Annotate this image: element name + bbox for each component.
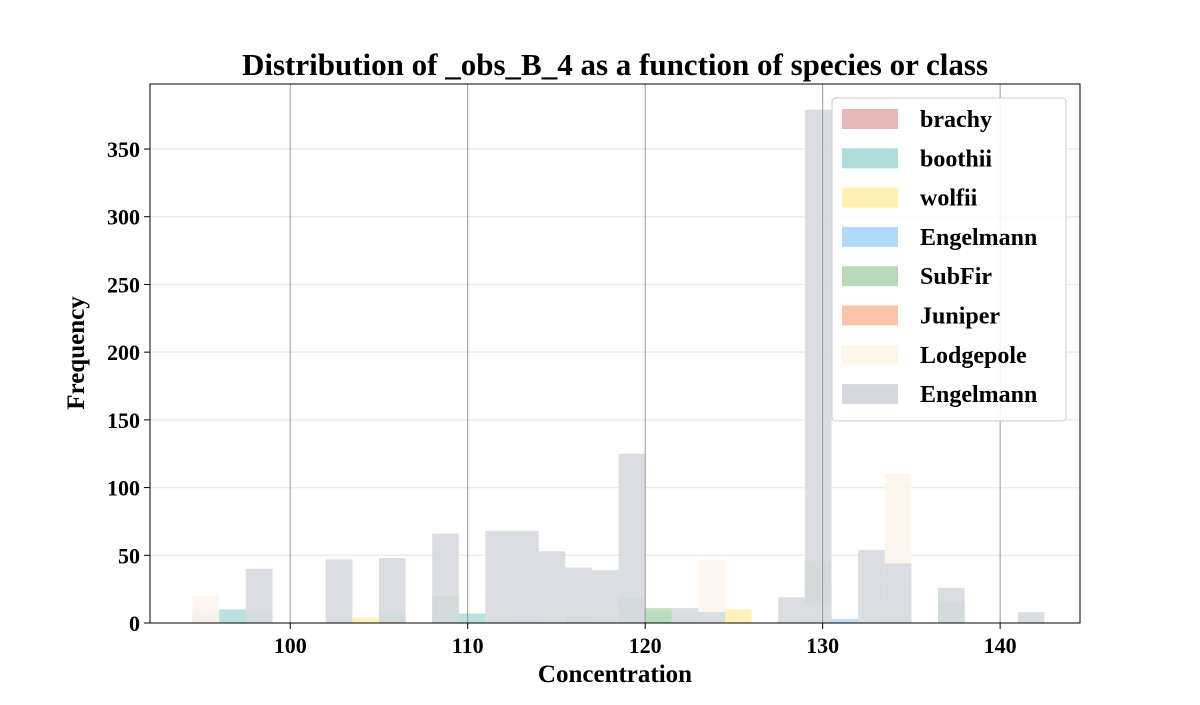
histogram-bar [778,597,805,623]
histogram-bar [725,609,752,623]
legend-box [831,97,1067,422]
x-tick-label: 140 [984,633,1017,658]
legend-label: Juniper [920,304,1000,330]
y-tick-label: 0 [129,611,140,636]
histogram-bar [538,551,566,623]
y-tick-label: 250 [107,272,140,297]
histogram-bar [698,612,726,623]
x-tick-label: 100 [274,633,307,658]
histogram-bar [938,587,965,623]
histogram-bar [432,533,459,623]
histogram-bar [1017,612,1045,623]
legend-label: wolfii [920,186,978,212]
histogram-bar [565,567,592,623]
legend-swatch [842,344,898,365]
legend-label: Engelmann [920,225,1037,251]
legend-swatch [842,266,898,287]
histogram-bar [591,570,619,623]
histogram-bar [192,595,220,623]
x-tick-label: 110 [452,633,484,658]
y-tick-label: 200 [107,340,140,365]
legend-swatch [842,305,898,326]
y-axis-label: Frequency [63,296,90,410]
histogram-bar [618,453,646,623]
histogram-bar [352,617,379,623]
axes: 100 110 120 130 140 0 50 100 150 200 250 300 350 [107,83,1081,658]
histogram-bar [884,563,912,623]
histogram-bar [458,613,486,623]
histogram-bar [378,557,406,623]
histogram-bar [245,568,273,623]
histogram-bar [219,609,246,623]
histogram-bar [485,530,513,623]
x-tick-label: 120 [629,633,662,658]
legend-label: Engelmann [920,382,1037,408]
legend-label: SubFir [920,264,992,290]
x-axis-label: Concentration [538,661,692,688]
histogram-bar [804,109,832,624]
legend: brachy boothii wolfii Engelmann SubFir Junipe… [831,97,1067,422]
x-tick-label: 130 [806,633,839,658]
histogram-bar [645,608,672,623]
y-tick-label: 50 [118,543,140,568]
legend-swatch [842,384,898,405]
histogram-bar [671,608,699,623]
legend-swatch [842,148,898,169]
legend-swatch [842,109,898,129]
legend-swatch [842,187,898,208]
chart-title: Distribution of _obs_B_4 as a function o… [242,47,988,82]
grid-lines [150,148,1080,557]
histogram-bar [858,549,885,623]
legend-label: brachy [920,107,992,133]
plot-frame [149,83,1081,624]
legend-swatch [842,226,898,247]
legend-label: Lodgepole [920,343,1027,369]
y-tick-label: 300 [107,205,140,230]
y-tick-label: 100 [107,476,140,501]
histogram-bar [831,618,859,623]
legend-label: boothii [920,146,992,172]
histogram-bar [325,559,353,623]
y-tick-label: 350 [107,137,140,162]
y-tick-label: 150 [107,408,140,433]
histogram-bar [512,530,539,623]
histogram-bars [192,109,1045,624]
